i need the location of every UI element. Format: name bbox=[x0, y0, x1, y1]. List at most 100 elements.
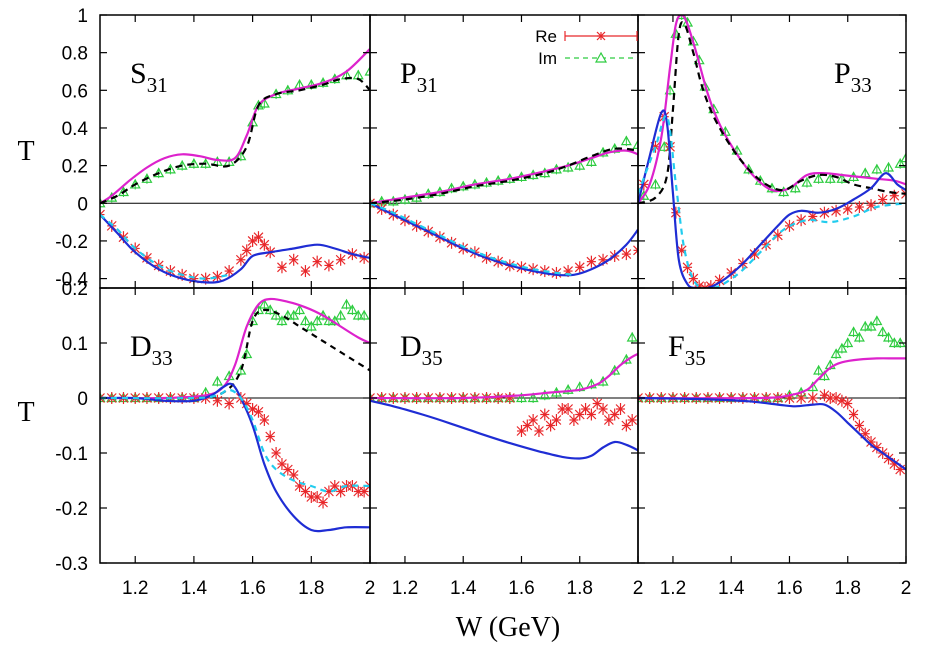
re-point bbox=[312, 491, 323, 503]
re-point bbox=[516, 425, 527, 437]
panel-frame bbox=[637, 287, 907, 564]
im-point bbox=[649, 178, 662, 190]
y-tick-label: -0.2 bbox=[55, 499, 88, 520]
im-point bbox=[813, 364, 825, 376]
model-curve-black bbox=[100, 308, 370, 400]
im-point bbox=[801, 176, 813, 188]
panel-p33: P33 bbox=[638, 15, 906, 288]
re-point bbox=[288, 253, 299, 266]
im-point bbox=[539, 389, 551, 401]
re-point bbox=[259, 414, 270, 426]
model-curve-magenta bbox=[638, 357, 906, 400]
re-point bbox=[621, 248, 632, 261]
x-tick-label: 1.8 bbox=[298, 578, 324, 599]
im-point bbox=[346, 304, 358, 315]
im-point bbox=[364, 65, 370, 77]
y-tick-label: 0.2 bbox=[62, 279, 88, 300]
re-point bbox=[563, 403, 574, 415]
y-tick-label: -0.4 bbox=[55, 270, 88, 291]
re-point bbox=[574, 261, 585, 274]
model-curve-black bbox=[638, 21, 906, 205]
panel-label: D35 bbox=[400, 330, 443, 370]
im-point bbox=[252, 304, 265, 315]
re-point bbox=[235, 253, 246, 266]
model-curve-cyan bbox=[100, 388, 370, 493]
model-curve-cyan bbox=[100, 213, 230, 280]
im-point bbox=[824, 173, 836, 184]
legend-label-im: Im bbox=[538, 49, 557, 68]
y-tick-label: 0.2 bbox=[62, 157, 88, 178]
x-tick-label: 1.8 bbox=[835, 578, 861, 599]
re-point bbox=[627, 414, 638, 426]
model-curve-magenta bbox=[100, 48, 370, 205]
re-point bbox=[854, 419, 865, 432]
re-point bbox=[633, 244, 638, 257]
y-tick-label: 0.8 bbox=[62, 44, 88, 65]
re-point bbox=[539, 408, 550, 421]
x-tick-label: 1.4 bbox=[450, 578, 477, 599]
re-point bbox=[247, 234, 258, 247]
im-point bbox=[813, 173, 825, 184]
re-point bbox=[504, 392, 515, 404]
re-point bbox=[212, 394, 223, 407]
im-point bbox=[859, 320, 871, 332]
re-point bbox=[877, 193, 888, 206]
panel-label: D33 bbox=[130, 330, 173, 370]
im-point bbox=[340, 298, 353, 310]
y-tick-label: -0.2 bbox=[55, 232, 88, 253]
re-point bbox=[807, 392, 818, 404]
re-point bbox=[534, 425, 544, 437]
re-point bbox=[323, 259, 334, 272]
im-point bbox=[871, 315, 883, 326]
panel-d35: D35 bbox=[370, 330, 638, 460]
panel-label: F35 bbox=[668, 330, 706, 370]
re-point bbox=[598, 403, 608, 415]
im-point bbox=[882, 331, 895, 343]
re-point bbox=[359, 485, 370, 498]
y-tick-label: 0.6 bbox=[62, 81, 88, 102]
model-curve-blue bbox=[638, 396, 906, 471]
frame-layer bbox=[99, 14, 907, 564]
re-point bbox=[253, 231, 264, 244]
im-point bbox=[211, 375, 223, 387]
im-point bbox=[562, 384, 574, 395]
model-curve-black bbox=[100, 76, 370, 205]
model-curve-blue bbox=[100, 213, 370, 284]
re-point bbox=[312, 255, 323, 268]
re-point bbox=[784, 219, 795, 232]
re-point bbox=[551, 414, 562, 426]
re-point bbox=[335, 485, 346, 498]
re-point bbox=[848, 408, 859, 421]
model-curve-blue bbox=[370, 399, 638, 460]
re-point bbox=[253, 405, 264, 418]
im-point bbox=[276, 315, 288, 326]
re-point bbox=[300, 485, 311, 498]
x-tick-label: 1.8 bbox=[567, 578, 593, 599]
legend-label-re: Re bbox=[535, 27, 557, 46]
im-point bbox=[882, 161, 895, 173]
re-point bbox=[528, 414, 539, 426]
panel-p31: P31 bbox=[370, 57, 638, 279]
re-point bbox=[359, 251, 370, 264]
x-tick-label: 1.6 bbox=[508, 578, 534, 599]
im-point bbox=[294, 304, 306, 315]
im-point bbox=[235, 364, 247, 376]
re-point bbox=[586, 255, 597, 268]
im-point bbox=[865, 320, 877, 332]
model-curve-black bbox=[370, 147, 638, 205]
model-curve-blue bbox=[638, 109, 906, 288]
re-point bbox=[615, 403, 626, 415]
x-tick-label: 1.2 bbox=[122, 578, 148, 599]
model-curve-cyan bbox=[370, 202, 575, 276]
re-point bbox=[522, 419, 533, 432]
re-point bbox=[545, 419, 556, 432]
x-tick-label: 1.2 bbox=[660, 578, 686, 599]
panel-f35: F35 bbox=[638, 315, 906, 476]
x-tick-label: 2 bbox=[633, 578, 644, 599]
legend-swatch-re bbox=[564, 31, 638, 41]
x-tick-label: 2 bbox=[901, 578, 912, 599]
im-point bbox=[446, 182, 458, 194]
plot-layer: S31 P31 P33 D33 D35 F35 bbox=[100, 15, 906, 533]
re-point bbox=[592, 397, 603, 410]
